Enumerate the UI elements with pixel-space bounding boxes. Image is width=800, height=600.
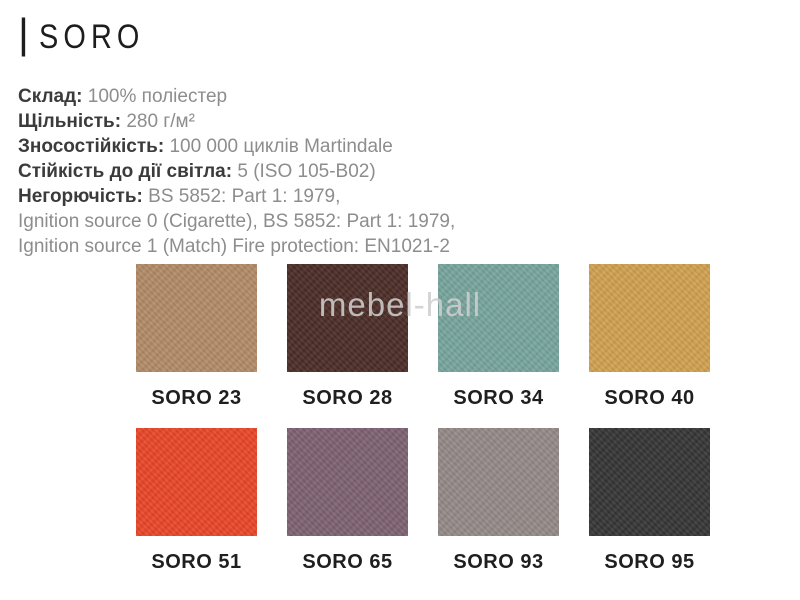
fabric-swatch bbox=[136, 428, 257, 536]
spec-value: 100% поліестер bbox=[87, 86, 228, 107]
spec-value: 100 000 циклів Martindale bbox=[169, 136, 393, 157]
page-title-text: SORO bbox=[38, 18, 145, 56]
spec-label: Склад: bbox=[18, 86, 83, 107]
spec-label: Стійкість до дії світла: bbox=[18, 161, 233, 182]
page-title: | SORO bbox=[18, 10, 163, 58]
fabric-specs: Склад: 100% поліестер Щільність: 280 г/м… bbox=[18, 84, 455, 259]
spec-label: Негорючість: bbox=[18, 186, 143, 207]
fabric-swatch bbox=[287, 428, 408, 536]
swatch-label: SORO 51 bbox=[151, 551, 242, 573]
swatch-cell: SORO 40 bbox=[589, 264, 710, 410]
swatch-label: SORO 23 bbox=[151, 387, 242, 409]
swatch-cell: SORO 95 bbox=[589, 428, 710, 574]
fabric-swatch bbox=[589, 428, 710, 536]
spec-line-density: Щільність: 280 г/м² bbox=[18, 109, 455, 134]
fabric-swatch bbox=[589, 264, 710, 372]
swatch-label: SORO 93 bbox=[453, 551, 544, 573]
swatch-cell: SORO 28 bbox=[287, 264, 408, 410]
spec-line-flammability: Негорючість: BS 5852: Part 1: 1979, bbox=[18, 184, 455, 209]
swatch-grid: SORO 23 SORO 28 SORO 34 SORO 40 SORO 51 … bbox=[136, 264, 710, 574]
swatch-cell: SORO 65 bbox=[287, 428, 408, 574]
spec-line-lightfastness: Стійкість до дії світла: 5 (ISO 105-B02) bbox=[18, 159, 455, 184]
spec-value: Ignition source 0 (Cigarette), BS 5852: … bbox=[18, 211, 456, 232]
swatch-label: SORO 95 bbox=[604, 551, 695, 573]
swatch-cell: SORO 51 bbox=[136, 428, 257, 574]
fabric-swatch bbox=[136, 264, 257, 372]
swatch-label: SORO 40 bbox=[604, 387, 695, 409]
spec-value: 280 г/м² bbox=[126, 111, 195, 132]
swatch-cell: SORO 34 bbox=[438, 264, 559, 410]
title-divider-bar: | bbox=[18, 10, 29, 57]
fabric-swatch bbox=[287, 264, 408, 372]
swatch-cell: SORO 93 bbox=[438, 428, 559, 574]
fabric-swatch bbox=[438, 264, 559, 372]
spec-value: Ignition source 1 (Match) Fire protectio… bbox=[18, 236, 450, 257]
spec-label: Щільність: bbox=[18, 111, 122, 132]
spec-line-abrasion: Зносостійкість: 100 000 циклів Martindal… bbox=[18, 134, 455, 159]
swatch-label: SORO 34 bbox=[453, 387, 544, 409]
spec-line-flammability-cont2: Ignition source 1 (Match) Fire protectio… bbox=[18, 234, 455, 259]
swatch-label: SORO 65 bbox=[302, 551, 393, 573]
spec-line-flammability-cont1: Ignition source 0 (Cigarette), BS 5852: … bbox=[18, 209, 455, 234]
swatch-cell: SORO 23 bbox=[136, 264, 257, 410]
spec-value: BS 5852: Part 1: 1979, bbox=[148, 186, 341, 207]
spec-value: 5 (ISO 105-B02) bbox=[237, 161, 376, 182]
spec-line-composition: Склад: 100% поліестер bbox=[18, 84, 455, 109]
fabric-swatch bbox=[438, 428, 559, 536]
spec-label: Зносостійкість: bbox=[18, 136, 165, 157]
swatch-label: SORO 28 bbox=[302, 387, 393, 409]
